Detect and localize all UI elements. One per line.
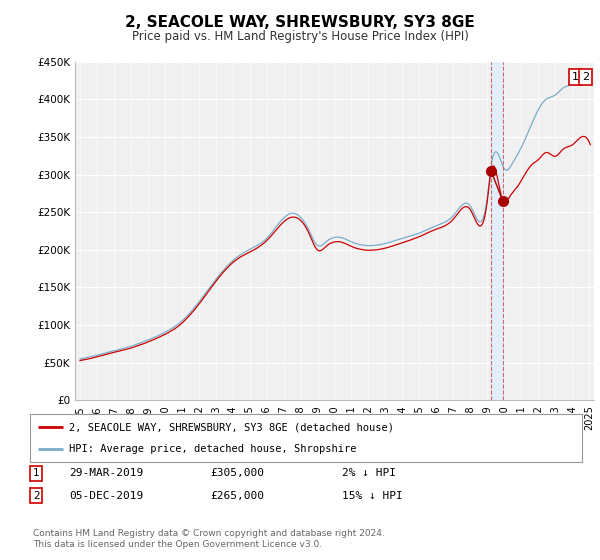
Text: £305,000: £305,000 bbox=[210, 468, 264, 478]
Text: 2: 2 bbox=[33, 491, 40, 501]
Bar bbox=[491, 62, 503, 400]
Text: £265,000: £265,000 bbox=[210, 491, 264, 501]
Text: 1: 1 bbox=[33, 468, 40, 478]
Text: 1: 1 bbox=[571, 72, 578, 82]
Text: Contains HM Land Registry data © Crown copyright and database right 2024.
This d: Contains HM Land Registry data © Crown c… bbox=[33, 529, 385, 549]
Text: 2, SEACOLE WAY, SHREWSBURY, SY3 8GE: 2, SEACOLE WAY, SHREWSBURY, SY3 8GE bbox=[125, 15, 475, 30]
Text: 2: 2 bbox=[581, 72, 589, 82]
Text: 2, SEACOLE WAY, SHREWSBURY, SY3 8GE (detached house): 2, SEACOLE WAY, SHREWSBURY, SY3 8GE (det… bbox=[68, 422, 394, 432]
Text: 05-DEC-2019: 05-DEC-2019 bbox=[69, 491, 143, 501]
Text: 29-MAR-2019: 29-MAR-2019 bbox=[69, 468, 143, 478]
Text: 2% ↓ HPI: 2% ↓ HPI bbox=[342, 468, 396, 478]
Text: Price paid vs. HM Land Registry's House Price Index (HPI): Price paid vs. HM Land Registry's House … bbox=[131, 30, 469, 43]
Text: 15% ↓ HPI: 15% ↓ HPI bbox=[342, 491, 403, 501]
Text: HPI: Average price, detached house, Shropshire: HPI: Average price, detached house, Shro… bbox=[68, 444, 356, 454]
